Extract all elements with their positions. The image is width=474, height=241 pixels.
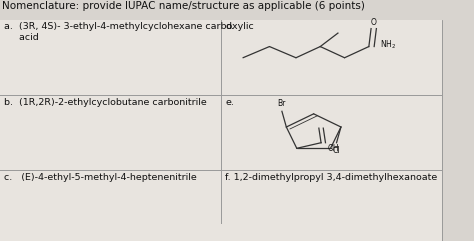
Text: OH: OH (328, 144, 339, 153)
Text: c.   (E)-4-ethyl-5-methyl-4-heptenenitrile: c. (E)-4-ethyl-5-methyl-4-heptenenitrile (4, 173, 197, 182)
Bar (221, 95, 442, 170)
Text: e.: e. (225, 98, 234, 107)
Text: b.  (1R,2R)-2-ethylcyclobutane carbonitrile: b. (1R,2R)-2-ethylcyclobutane carbonitri… (4, 98, 207, 107)
Text: Nomenclature: provide IUPAC name/structure as applicable (6 points): Nomenclature: provide IUPAC name/structu… (2, 1, 365, 11)
Text: Br: Br (278, 99, 286, 108)
Text: O: O (371, 19, 377, 27)
Text: Cl: Cl (333, 146, 340, 155)
Text: f. 1,2-dimethylpropyl 3,4-dimethylhexanoate: f. 1,2-dimethylpropyl 3,4-dimethylhexano… (225, 173, 438, 182)
Bar (221, 20, 442, 95)
Bar (0, 20, 221, 95)
Text: a.  (3R, 4S)- 3-ethyl-4-methylcyclohexane carboxylic
     acid: a. (3R, 4S)- 3-ethyl-4-methylcyclohexane… (4, 22, 254, 42)
Bar (0, 170, 221, 241)
Bar (221, 170, 442, 241)
Text: NH$_2$: NH$_2$ (380, 38, 396, 51)
Bar (0, 95, 221, 170)
Text: d.: d. (225, 22, 234, 31)
